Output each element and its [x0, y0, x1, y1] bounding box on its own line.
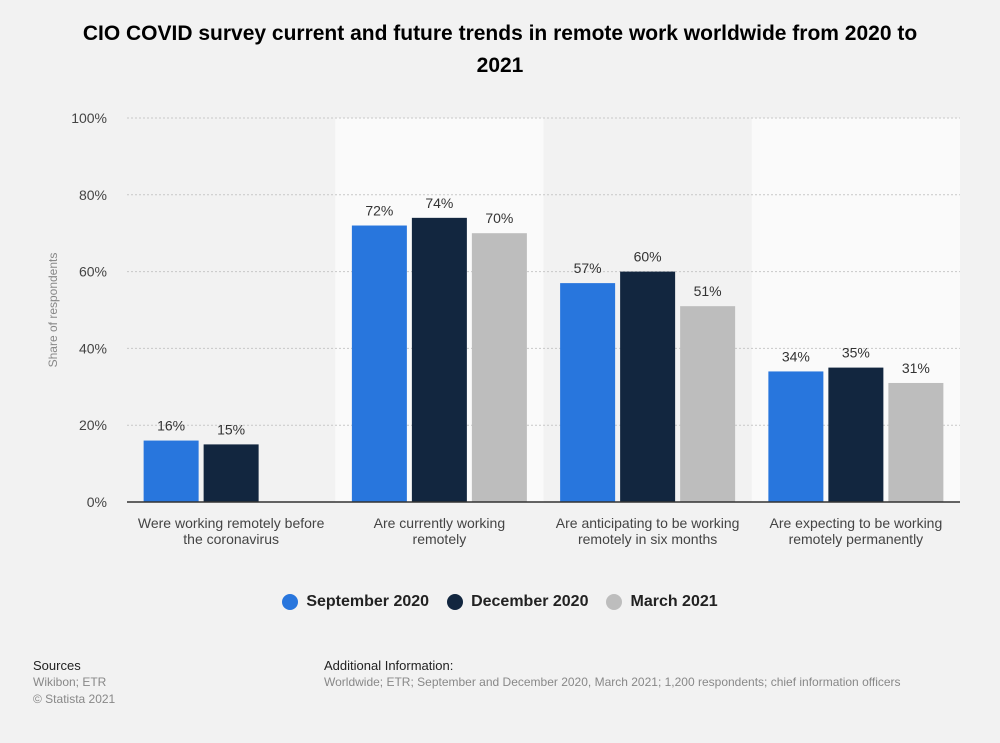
legend-item-september-2020[interactable]: September 2020 [282, 593, 429, 611]
category-band [127, 118, 336, 502]
x-tick-label: remotely [413, 531, 467, 547]
y-tick-label: 100% [71, 110, 107, 126]
bar [620, 271, 676, 502]
bar-chart: 0% 20% 40% 60% 80% 100% Share of respondents 16… [46, 110, 960, 547]
legend-swatch-december-2020 [447, 594, 464, 610]
additional-info-label: Additional Information: [324, 658, 454, 673]
x-tick-label: remotely in six months [578, 531, 717, 547]
y-tick-label: 80% [79, 187, 107, 203]
y-tick-label: 60% [79, 264, 107, 280]
bar [411, 217, 467, 502]
additional-info-text: Worldwide; ETR; September and December 2… [324, 675, 901, 689]
bar [143, 440, 199, 502]
bar [471, 233, 527, 502]
x-tick-label: remotely permanently [789, 531, 924, 547]
data-label: 31% [902, 360, 930, 376]
additional-info-block: Additional Information: Worldwide; ETR; … [324, 657, 901, 691]
sources-text: Wikibon; ETR [33, 675, 107, 689]
data-label: 74% [425, 195, 453, 211]
chart-title: CIO COVID survey current and future tren… [82, 22, 918, 77]
data-label: 16% [157, 418, 185, 434]
bar [828, 367, 884, 502]
bar [888, 382, 944, 502]
x-tick-label: Are expecting to be working [769, 515, 942, 531]
data-label: 60% [634, 249, 662, 265]
bar [768, 371, 824, 502]
data-label: 35% [842, 345, 870, 361]
legend-swatch-september-2020 [282, 594, 299, 610]
x-tick-label: Were working remotely before [138, 515, 325, 531]
x-tick-label: Are anticipating to be working [556, 515, 740, 531]
legend-item-december-2020[interactable]: December 2020 [447, 593, 588, 611]
data-label: 57% [574, 260, 602, 276]
y-tick-label: 0% [87, 494, 107, 510]
bar [680, 306, 736, 502]
bar [203, 444, 259, 502]
legend-label: December 2020 [471, 593, 589, 610]
x-tick-label: Are currently working [374, 515, 506, 531]
chart-legend: September 2020 December 2020 March 2021 [0, 593, 1000, 611]
bar [560, 283, 616, 502]
data-label: 51% [694, 283, 722, 299]
x-tick-label: the coronavirus [183, 531, 279, 547]
copyright-text: © Statista 2021 [33, 692, 116, 706]
bar [351, 225, 407, 502]
sources-block: Sources Wikibon; ETR © Statista 2021 [33, 657, 115, 708]
y-tick-label: 20% [79, 417, 107, 433]
data-label: 70% [485, 210, 513, 226]
data-label: 15% [217, 421, 245, 437]
data-label: 72% [365, 203, 393, 219]
data-label: 34% [782, 348, 810, 364]
legend-label: September 2020 [306, 593, 430, 610]
legend-label: March 2021 [630, 593, 718, 610]
y-tick-label: 40% [79, 340, 107, 356]
sources-label: Sources [33, 658, 81, 673]
y-axis-label: Share of respondents [46, 253, 60, 368]
legend-item-march-2021[interactable]: March 2021 [606, 593, 718, 611]
legend-swatch-march-2021 [606, 594, 623, 610]
